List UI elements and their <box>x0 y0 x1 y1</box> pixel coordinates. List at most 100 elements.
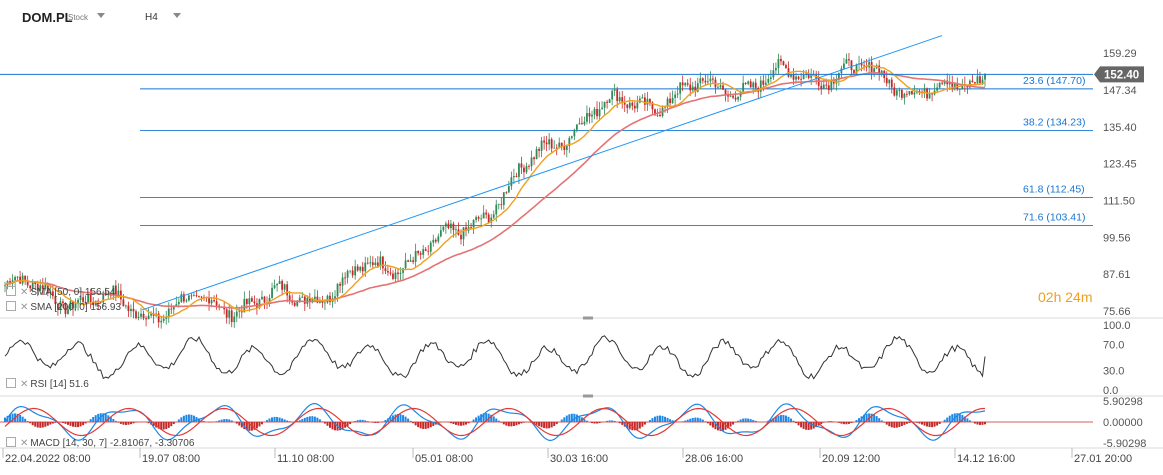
macd-histogram-bar <box>21 416 24 422</box>
macd-histogram-bar <box>64 422 67 424</box>
candle-body <box>127 305 130 312</box>
candle-body <box>558 142 561 149</box>
fib-level-label: 23.6 (147.70) <box>1023 75 1085 87</box>
macd-histogram-bar <box>74 422 77 428</box>
candle-body <box>160 320 163 323</box>
candle-body <box>651 102 654 110</box>
sma50-legend[interactable]: ✕ SMA [50, 0] 156.54 <box>6 286 115 298</box>
candle-body <box>465 227 467 231</box>
candle-body <box>533 157 535 160</box>
candle-body <box>837 73 840 80</box>
candle-body <box>984 74 986 80</box>
candle-body <box>31 282 34 289</box>
candle-body <box>77 299 79 304</box>
rsi-legend[interactable]: ✕ RSI [14] 51.6 <box>6 378 89 390</box>
macd-histogram-bar <box>744 418 747 422</box>
candle-body <box>908 91 911 95</box>
candle-body <box>538 149 540 151</box>
macd-histogram-bar <box>16 413 19 422</box>
candle-body <box>135 311 137 319</box>
candle-body <box>19 276 22 284</box>
macd-histogram-bar <box>462 422 465 426</box>
candle-body <box>193 295 195 297</box>
candle-body <box>628 102 631 108</box>
candle-body <box>769 77 772 79</box>
timer-hours: 02 <box>1038 289 1054 305</box>
candle-body <box>150 313 153 316</box>
candle-body <box>971 80 974 83</box>
candle-body <box>699 78 702 84</box>
macd-histogram-bar <box>782 415 785 422</box>
timer-hours-unit: h <box>1053 289 1062 305</box>
candle-body <box>364 262 367 272</box>
candle-body <box>51 291 54 297</box>
candle-body <box>452 223 455 231</box>
candle-body <box>210 300 213 304</box>
candle-body <box>261 296 263 300</box>
candle-body <box>560 142 563 146</box>
macd-histogram-bar <box>936 422 939 426</box>
candle-body <box>649 98 651 103</box>
rsi-legend-text: RSI [14] 51.6 <box>30 379 89 390</box>
candle-body <box>16 276 19 278</box>
macd-histogram-bar <box>449 422 452 424</box>
sma200-legend[interactable]: ✕ SMA [200, 0] 156.93 <box>6 301 121 313</box>
macd-histogram-bar <box>409 420 412 422</box>
candle-body <box>825 84 828 86</box>
macd-histogram-bar <box>341 422 344 430</box>
candle-body <box>4 285 6 287</box>
macd-histogram-bar <box>492 416 495 422</box>
candle-body <box>74 303 77 309</box>
legend-box-icon <box>6 301 16 311</box>
candle-body <box>195 295 198 297</box>
macd-histogram-bar <box>298 420 301 422</box>
price-tag-box <box>1094 66 1144 83</box>
candle-body <box>696 83 699 92</box>
remove-icon[interactable]: ✕ <box>20 379 29 390</box>
remove-icon[interactable]: ✕ <box>20 302 29 313</box>
candle-body <box>29 285 32 289</box>
candle-body <box>492 214 495 218</box>
candle-body <box>439 230 442 237</box>
candle-body <box>593 108 596 115</box>
trend-line <box>141 35 943 311</box>
remove-icon[interactable]: ✕ <box>20 438 29 449</box>
candle-body <box>130 308 132 312</box>
symbol-dropdown-icon[interactable] <box>97 13 105 18</box>
candle-body <box>346 270 349 278</box>
macd-legend[interactable]: ✕ MACD [14, 30, 7] -2.81067, -3.30706 <box>6 437 194 449</box>
macd-histogram-bar <box>94 415 97 422</box>
candle-body <box>462 227 465 240</box>
candle-body <box>762 80 765 85</box>
symbol-name[interactable]: DOM.PL <box>22 10 73 25</box>
candle-body <box>575 124 578 130</box>
remove-icon[interactable]: ✕ <box>20 287 29 298</box>
candle-body <box>190 295 193 297</box>
candle-body <box>802 74 805 80</box>
candle-body <box>114 285 117 296</box>
candle-body <box>140 313 142 317</box>
macd-histogram-bar <box>701 419 704 422</box>
candle-body <box>399 272 402 274</box>
macd-histogram-bar <box>260 422 263 425</box>
candle-body <box>795 76 797 80</box>
time-tick-label: 27.01 20:00 <box>1074 453 1132 465</box>
macd-histogram-bar <box>182 415 185 422</box>
candle-body <box>759 80 762 92</box>
candle-body <box>387 271 389 273</box>
macd-histogram-bar <box>981 422 984 425</box>
timeframe-selector[interactable]: H4 <box>145 12 158 23</box>
macd-histogram-bar <box>203 421 206 422</box>
candle-body <box>732 95 734 98</box>
macd-histogram-bar <box>235 422 238 424</box>
candle-body <box>477 217 480 219</box>
candle-body <box>329 295 331 302</box>
macd-histogram-bar <box>807 422 810 430</box>
macd-histogram-bar <box>711 422 714 428</box>
timeframe-dropdown-icon[interactable] <box>173 13 181 18</box>
macd-histogram-bar <box>800 422 803 428</box>
macd-histogram-bar <box>656 415 659 422</box>
candle-body <box>24 275 27 282</box>
legend-box-icon <box>6 437 16 447</box>
